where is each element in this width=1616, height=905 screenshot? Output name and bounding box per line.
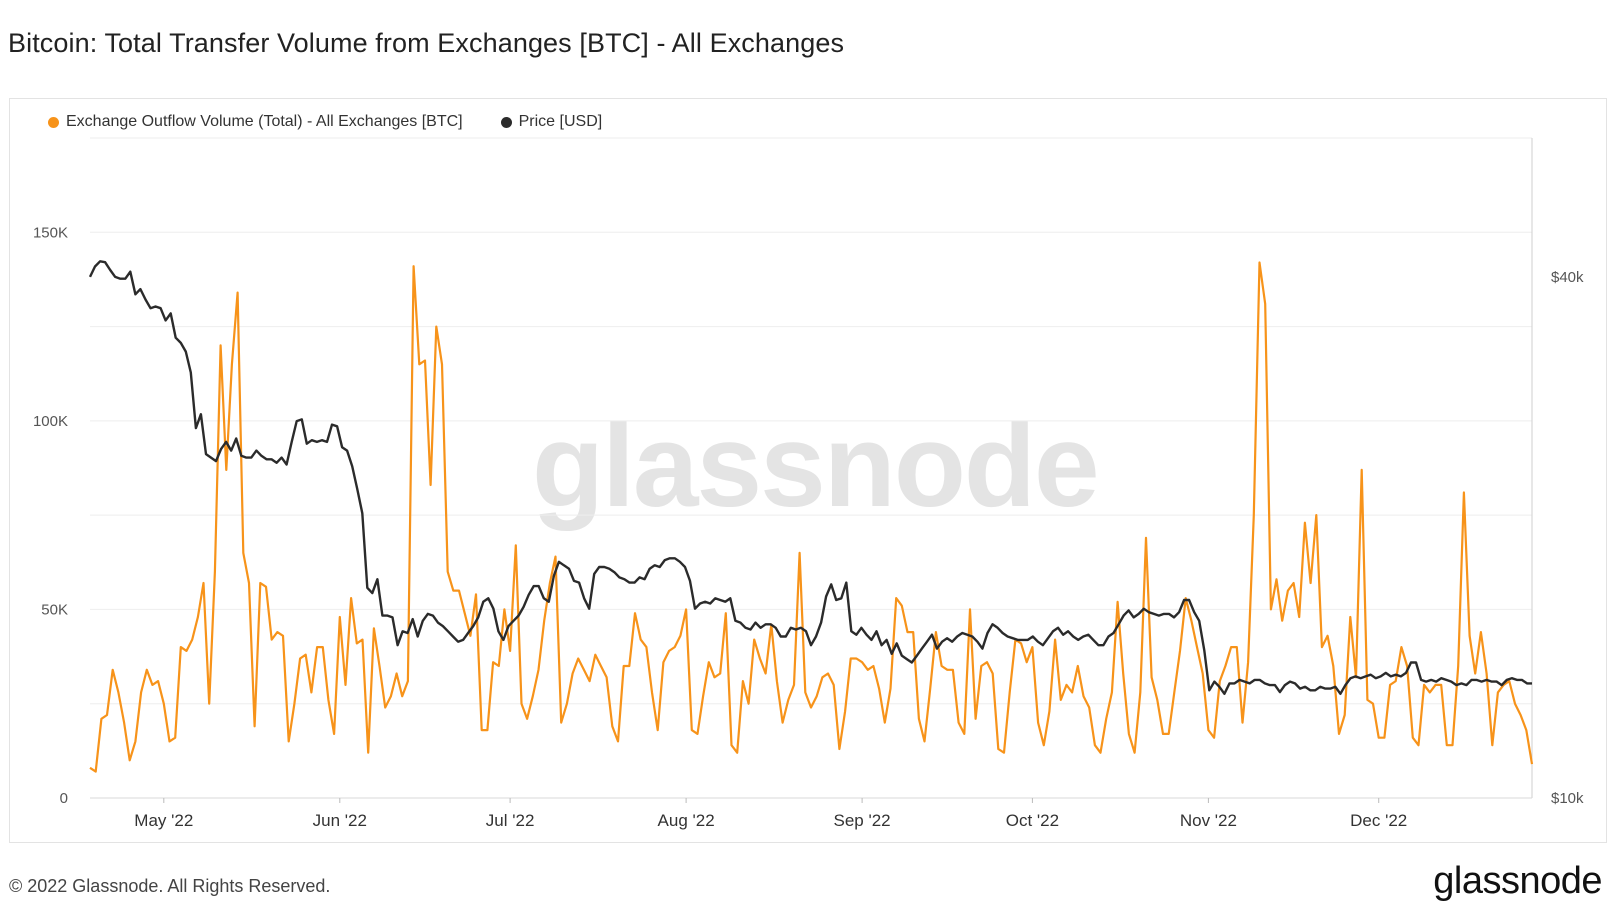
grid-lines — [90, 137, 1533, 799]
chart-title: Bitcoin: Total Transfer Volume from Exch… — [8, 28, 845, 58]
x-tick-label: Nov '22 — [1180, 811, 1237, 830]
x-tick-label: May '22 — [134, 811, 193, 830]
y-left-tick-label: 0 — [60, 790, 68, 807]
series-line-price — [88, 260, 1532, 695]
series-group — [88, 260, 1534, 773]
chart-legend: Exchange Outflow Volume (Total) - All Ex… — [48, 113, 640, 131]
x-tick-label: Sep '22 — [834, 811, 891, 830]
chart-panel — [9, 98, 1607, 843]
left-axis: 0 50K 100K 150K — [33, 224, 68, 807]
x-tick-label: Aug '22 — [658, 811, 715, 830]
x-tick-label: Jun '22 — [313, 811, 367, 830]
legend-item-outflow[interactable]: Exchange Outflow Volume (Total) - All Ex… — [48, 113, 463, 131]
legend-dot-price-icon — [500, 116, 512, 128]
legend-item-price[interactable]: Price [USD] — [500, 113, 603, 131]
legend-label-price: Price [USD] — [518, 113, 603, 130]
y-right-tick-label: $10k — [1551, 790, 1584, 807]
series-line-exchange-outflow — [89, 261, 1534, 773]
x-tick-label: Dec '22 — [1350, 811, 1407, 830]
copyright-footer: © 2022 Glassnode. All Rights Reserved. — [9, 876, 331, 896]
brand-logo[interactable]: glassnode — [1433, 860, 1602, 902]
right-axis: $10k $40k — [1551, 269, 1584, 807]
x-axis: May '22 Jun '22 Jul '22 Aug '22 Sep '22 Oct '… — [134, 798, 1407, 830]
legend-label-outflow: Exchange Outflow Volume (Total) - All Ex… — [66, 113, 463, 130]
y-right-tick-label: $40k — [1551, 269, 1584, 286]
x-tick-label: Jul '22 — [486, 811, 535, 830]
y-left-tick-label: 50K — [41, 601, 68, 618]
y-left-tick-label: 100K — [33, 413, 68, 430]
legend-dot-outflow-icon — [48, 116, 59, 128]
y-left-tick-label: 150K — [33, 224, 68, 241]
x-tick-label: Oct '22 — [1006, 811, 1059, 830]
